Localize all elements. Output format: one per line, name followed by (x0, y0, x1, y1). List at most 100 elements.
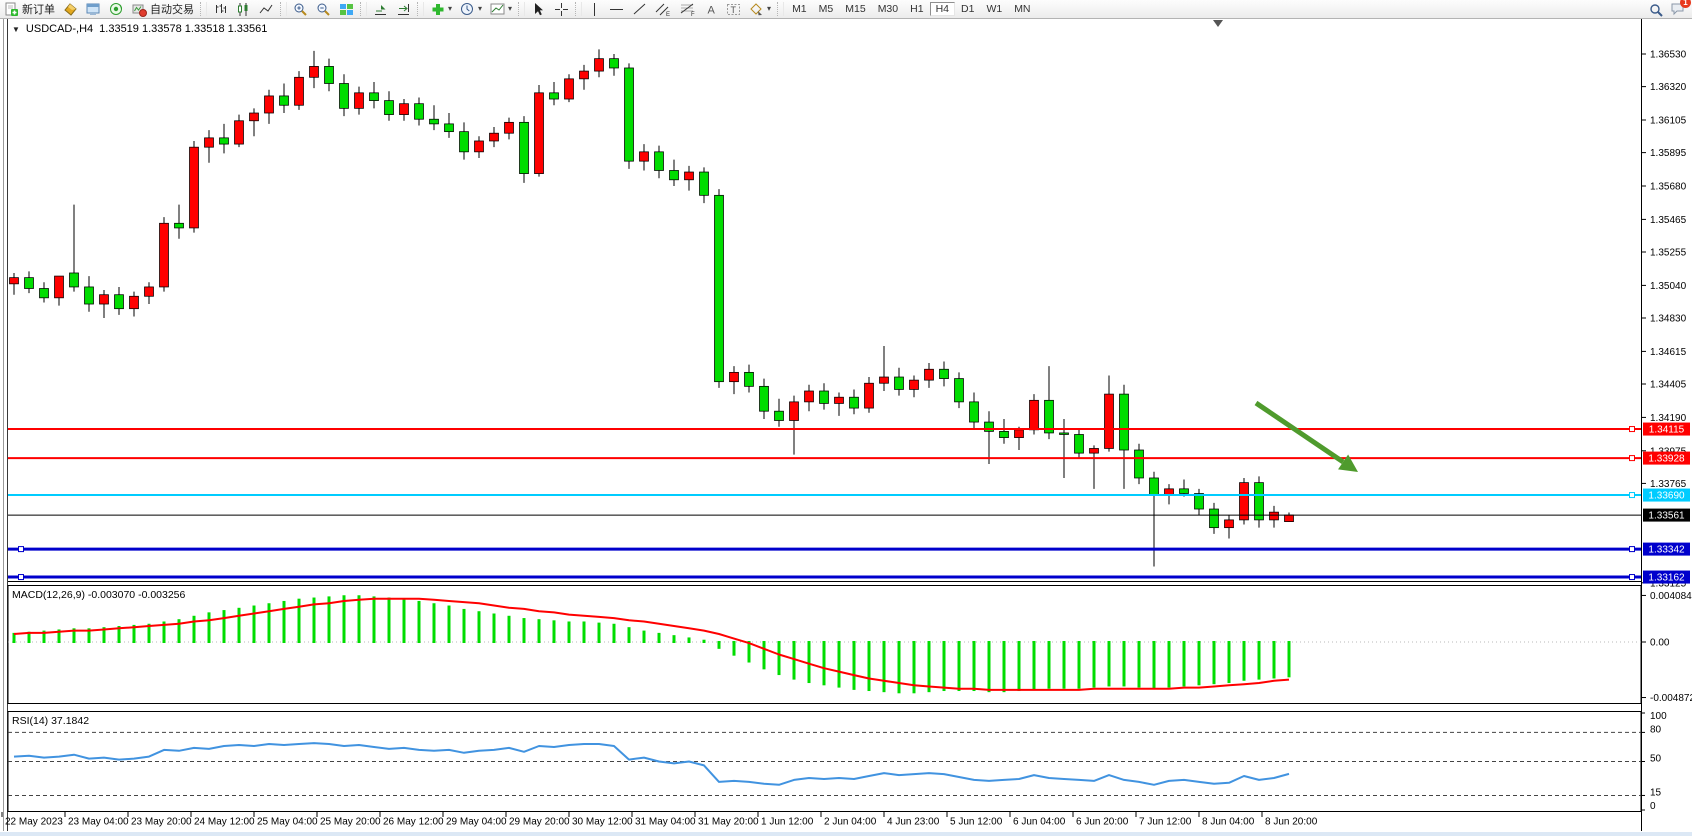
svg-text:1 Jun 12:00: 1 Jun 12:00 (761, 817, 814, 828)
candle-body (1284, 514, 1294, 522)
tile-windows-button[interactable] (335, 1, 358, 17)
cursor-button[interactable] (527, 1, 550, 17)
notifications-button[interactable]: 1 (1670, 0, 1691, 19)
candle-body (804, 390, 814, 403)
indicators-icon (432, 3, 444, 15)
timeframe-mn-button[interactable]: MN (1014, 3, 1031, 15)
horizontal-line-1.33162[interactable]: 1.33162 (8, 570, 1690, 584)
indicators-button[interactable]: ▾ (426, 1, 456, 17)
candle-body (1119, 393, 1129, 451)
zoom-in-button[interactable] (289, 1, 312, 17)
crosshair-button[interactable] (550, 1, 573, 17)
horizontal-line-1.34115[interactable]: 1.34115 (8, 422, 1690, 436)
svg-text:1.34115: 1.34115 (1649, 425, 1685, 436)
autotrading-button[interactable]: 自动交易 (128, 1, 198, 17)
line-chart-button[interactable] (255, 1, 278, 17)
rsi-axis[interactable]: 100 80 50 15 0 (1641, 711, 1667, 812)
svg-text:1.34405: 1.34405 (1650, 380, 1687, 391)
arrows-tool-button[interactable]: ▾ (745, 1, 775, 17)
candle-body (324, 66, 334, 84)
bar-chart-button[interactable] (209, 1, 232, 17)
svg-text:1.36320: 1.36320 (1650, 82, 1687, 93)
candle-body (744, 371, 754, 387)
templates-button[interactable]: ▾ (486, 1, 516, 17)
candle-body (99, 294, 109, 305)
horizontal-line-1.33342[interactable]: 1.33342 (8, 542, 1690, 556)
chart-menu-arrow-icon[interactable]: ▼ (12, 24, 20, 34)
candle-body (564, 78, 574, 100)
horizontal-line-1.33928[interactable]: 1.33928 (8, 451, 1690, 465)
line-handle[interactable] (1629, 574, 1635, 581)
candle-body (399, 103, 409, 115)
profiles-button[interactable] (59, 1, 82, 17)
candle-body (954, 378, 964, 403)
auto-scroll-button[interactable] (369, 1, 392, 17)
svg-text:50: 50 (1650, 754, 1662, 765)
line-handle[interactable] (1629, 426, 1635, 433)
candle-body (144, 286, 154, 297)
horizontal-line-1.33561[interactable]: 1.33561 (8, 508, 1690, 522)
trendline-button[interactable] (628, 1, 651, 17)
chart-shift-button[interactable] (392, 1, 415, 17)
price-axis[interactable]: 1.36530 1.36320 1.36105 1.35895 1.35680 1.354… (1641, 50, 1687, 590)
strategy-tester-button[interactable] (105, 1, 128, 17)
new-order-label: 新订单 (22, 4, 55, 16)
line-handle[interactable] (1629, 455, 1635, 462)
line-handle[interactable] (1629, 492, 1635, 499)
candle-body (834, 396, 844, 404)
candle-body (1134, 449, 1144, 479)
timeframe-w1-button[interactable]: W1 (986, 3, 1003, 15)
arrows-tool-icon (750, 2, 763, 15)
periods-button[interactable]: ▾ (456, 1, 486, 17)
timeframe-m5-button[interactable]: M5 (818, 3, 834, 15)
autotrading-label: 自动交易 (150, 4, 194, 16)
vertical-line-button[interactable] (584, 1, 605, 17)
horizontal-line-1.33690[interactable]: 1.33690 (8, 488, 1690, 502)
svg-text:6 Jun 20:00: 6 Jun 20:00 (1076, 817, 1129, 828)
templates-caret-icon: ▾ (508, 4, 513, 13)
time-axis[interactable]: 22 May 2023 23 May 04:00 23 May 20:00 24 Ma… (1, 812, 1318, 828)
horizontal-line-button[interactable] (605, 1, 628, 17)
svg-text:25 May 20:00: 25 May 20:00 (320, 817, 381, 828)
new-order-button[interactable]: 新订单 (0, 1, 59, 17)
timeframe-m15-button[interactable]: M15 (845, 3, 866, 15)
timeframe-m30-button[interactable]: M30 (877, 3, 899, 15)
equidistant-channel-button[interactable]: E (651, 1, 676, 17)
line-handle[interactable] (18, 546, 24, 553)
search-icon[interactable] (1649, 3, 1664, 18)
timeframe-d1-button[interactable]: D1 (961, 3, 975, 15)
notification-badge: 1 (1680, 0, 1691, 8)
candlestick-chart-button[interactable] (232, 1, 255, 17)
line-chart-icon (259, 4, 273, 13)
text-button[interactable]: A (701, 1, 722, 17)
text-label-button[interactable]: T (722, 1, 745, 17)
timeframe-h4-button[interactable]: H4 (929, 2, 955, 16)
candle-body (669, 170, 679, 181)
candle-body (1149, 477, 1159, 496)
macd-label: MACD(12,26,9) -0.003070 -0.003256 (12, 589, 186, 601)
timeframe-h1-button[interactable]: H1 (910, 3, 924, 15)
svg-text:8 Jun 20:00: 8 Jun 20:00 (1265, 817, 1318, 828)
fibonacci-button[interactable]: F (676, 1, 701, 17)
macd-axis[interactable]: 0.004084 0.00 -0.004872 (1641, 591, 1692, 704)
line-handle[interactable] (1629, 546, 1635, 553)
svg-text:-0.004872: -0.004872 (1650, 693, 1692, 704)
line-handle[interactable] (18, 574, 24, 581)
templates-icon (490, 3, 505, 14)
terminal-button[interactable] (82, 1, 105, 17)
trend-arrow-annotation[interactable] (1254, 400, 1358, 472)
svg-text:1.33162: 1.33162 (1648, 573, 1685, 584)
timeframe-m1-button[interactable]: M1 (792, 3, 807, 15)
candle-body (1179, 488, 1189, 494)
chart-shift-marker[interactable] (1213, 20, 1223, 27)
candle-body (474, 140, 484, 153)
candle-body (579, 70, 589, 80)
svg-text:0.004084: 0.004084 (1650, 591, 1692, 602)
candle-body (9, 277, 19, 285)
svg-text:1.36530: 1.36530 (1650, 50, 1687, 61)
rsi-line (13, 742, 1290, 786)
zoom-out-button[interactable] (312, 1, 335, 17)
candle-body (234, 120, 244, 145)
macd-signal-line (13, 597, 1290, 691)
